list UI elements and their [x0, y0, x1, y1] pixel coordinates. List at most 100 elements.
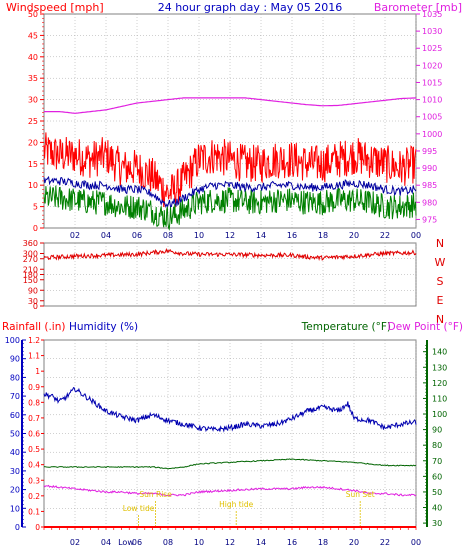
direction-y-tick-label: 30	[28, 297, 38, 306]
header-left-label: Windspeed [mph]	[6, 1, 104, 14]
direction-y-tick-label: 0	[33, 302, 38, 311]
humidity-y-tick-label: 50	[10, 430, 20, 439]
rain-axis-label: Rainfall (.in)	[2, 321, 65, 333]
wind-y-tick-label: 45	[28, 31, 38, 40]
baro-y-tick-label: 1030	[422, 27, 442, 36]
wind-y-tick-label: 40	[28, 53, 38, 62]
baro-y-tick-label: 1005	[422, 113, 442, 122]
wind-x-tick-label: 10	[194, 231, 204, 240]
temperature-y-tick-label: 110	[432, 394, 447, 403]
wind-y-tick-label: 35	[28, 74, 38, 83]
dewpoint-series	[43, 484, 417, 497]
wind-x-tick-label: 16	[287, 231, 297, 240]
humidity-y-tick-label: 30	[10, 467, 20, 476]
baro-y-tick-label: 1035	[422, 10, 442, 19]
temperature-y-tick-label: 140	[432, 348, 447, 357]
rain-y-tick-label: 0.7	[28, 414, 40, 423]
baro-y-tick-label: 1010	[422, 96, 442, 105]
wind-x-tick-label: 20	[349, 231, 359, 240]
wind-x-tick-label: 22	[380, 231, 390, 240]
temperature-y-tick-label: 50	[432, 488, 442, 497]
header-center-title: 24 hour graph day : May 05 2016	[158, 1, 343, 14]
humidity-x-tick-label: 22	[380, 538, 390, 547]
wind-x-tick-label: 12	[225, 231, 235, 240]
rain-y-tick-label: 0.6	[28, 430, 40, 439]
humidity-series	[43, 386, 417, 433]
direction-y-tick-label: 180	[23, 271, 38, 280]
humidity-x-tick-label: 08	[163, 538, 173, 547]
direction-y-tick-label: 300	[23, 250, 38, 259]
humidity-x-tick-label: 14	[256, 538, 266, 547]
dewpoint-axis-label: Dew Point (°F)	[388, 321, 463, 333]
header-right-label: Barometer [mb]	[374, 1, 462, 14]
compass-label: N	[436, 237, 444, 250]
wind-y-tick-label: 15	[28, 160, 38, 169]
event-marker-label: Sun Rise	[139, 490, 172, 499]
humidity-x-tick-label: 16	[287, 538, 297, 547]
rain-y-tick-label: 0.3	[28, 476, 40, 485]
wind-low-series	[43, 185, 417, 231]
baro-y-tick-label: 995	[422, 147, 437, 156]
rain-y-tick-label: 0	[35, 523, 40, 532]
baro-y-tick-label: 1015	[422, 78, 442, 87]
humidity-x-tick-label: 06	[132, 538, 142, 547]
humidity-x-tick-label: 10	[194, 538, 204, 547]
rain-y-tick-label: 0.9	[28, 383, 40, 392]
humidity-axis-label: Humidity (%)	[69, 321, 138, 333]
baro-y-tick-label: 985	[422, 181, 437, 190]
baro-y-tick-label: 1020	[422, 61, 442, 70]
direction-y-tick-label: 270	[23, 255, 38, 264]
rain-y-tick-label: 1.2	[28, 336, 40, 345]
wind-direction-series	[43, 247, 417, 262]
wind-y-tick-label: 0	[33, 224, 38, 233]
baro-y-tick-label: 1025	[422, 44, 442, 53]
rain-y-tick-label: 0.8	[28, 398, 40, 407]
direction-y-tick-label: 210	[23, 265, 38, 274]
event-marker-label: Sun Set	[346, 490, 375, 499]
wind-y-tick-label: 5	[33, 203, 38, 212]
wind-x-tick-label: 02	[70, 231, 80, 240]
rain-y-tick-label: 0.4	[28, 461, 40, 470]
event-marker-label: Low tide	[123, 504, 155, 513]
wind-x-tick-label: 06	[132, 231, 142, 240]
baro-y-tick-label: 1000	[422, 130, 442, 139]
humidity-y-tick-label: 100	[5, 336, 20, 345]
humidity-y-tick-label: 0	[15, 523, 20, 532]
wind-x-tick-label: 00	[411, 231, 421, 240]
temperature-y-tick-label: 90	[432, 426, 442, 435]
temperature-y-tick-label: 70	[432, 457, 442, 466]
barometer-series	[44, 97, 417, 114]
wind-x-tick-label: 08	[163, 231, 173, 240]
temperature-y-tick-label: 100	[432, 410, 447, 419]
wind-gust-series	[43, 132, 417, 208]
compass-label: S	[437, 275, 444, 288]
humidity-x-tick-label: 18	[318, 538, 328, 547]
temperature-y-tick-label: 30	[432, 519, 442, 528]
rain-y-tick-label: 0.1	[28, 507, 40, 516]
humidity-x-tick-label: 12	[225, 538, 235, 547]
compass-label: E	[437, 294, 444, 307]
humidity-y-tick-label: 70	[10, 392, 20, 401]
rain-y-tick-label: 1.1	[28, 352, 40, 361]
humidity-y-tick-label: 10	[10, 504, 20, 513]
event-marker-label: High tide	[219, 500, 253, 509]
baro-y-tick-label: 975	[422, 215, 437, 224]
temperature-y-tick-label: 130	[432, 363, 447, 372]
temperature-y-tick-label: 80	[432, 441, 442, 450]
temperature-y-tick-label: 120	[432, 379, 447, 388]
temperature-series	[43, 458, 417, 470]
temperature-axis-label: Temperature (°F)	[301, 321, 391, 333]
compass-label: N	[436, 313, 444, 326]
humidity-x-tick-label: 02	[70, 538, 80, 547]
direction-y-tick-label: 90	[28, 286, 38, 295]
rain-y-tick-label: 0.5	[28, 445, 40, 454]
humidity-y-tick-label: 20	[10, 486, 20, 495]
compass-label: W	[435, 256, 446, 269]
humidity-y-tick-label: 40	[10, 448, 20, 457]
wind-average-series	[43, 175, 417, 208]
humidity-x-tick-label: 20	[349, 538, 359, 547]
humidity-y-tick-label: 90	[10, 355, 20, 364]
humidity-y-tick-label: 60	[10, 411, 20, 420]
